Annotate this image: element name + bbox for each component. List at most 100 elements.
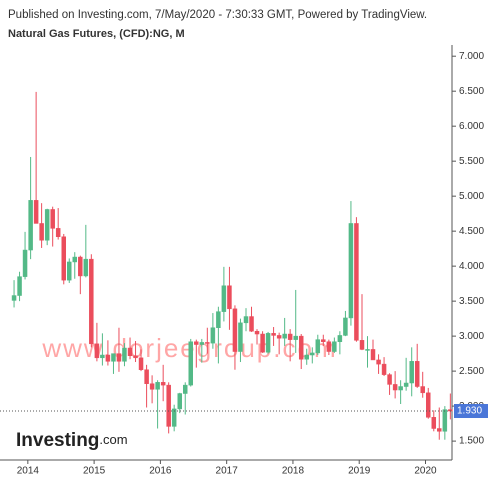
candle-body — [442, 409, 448, 432]
candle-body — [254, 330, 260, 335]
logo-name: Investing — [16, 430, 99, 451]
x-tick-label: 2018 — [282, 466, 305, 477]
candle-body — [403, 382, 409, 387]
candle-body — [238, 322, 243, 352]
chart-title: Natural Gas Futures, (CFD):NG, M — [8, 28, 185, 40]
candle-body — [298, 335, 304, 360]
candle-body — [437, 428, 442, 432]
candle-body — [205, 342, 210, 344]
candle-body — [50, 209, 55, 229]
candle-body — [89, 258, 94, 345]
candle-body — [83, 258, 89, 277]
y-tick-label: 6.500 — [459, 86, 484, 97]
candle-body — [17, 276, 22, 296]
y-tick-label: 6.000 — [459, 121, 484, 132]
last-price-box — [454, 404, 488, 419]
candle-body — [28, 200, 33, 251]
x-tick-label: 2019 — [348, 466, 371, 477]
y-tick-label: 3.000 — [459, 331, 484, 342]
candle-body — [72, 256, 78, 263]
candle-body — [171, 408, 177, 427]
candle-body — [100, 354, 105, 359]
candle-body — [144, 369, 149, 384]
candle-body — [67, 261, 72, 281]
candle-body — [194, 341, 199, 345]
candle-body — [282, 333, 287, 339]
candle-body — [188, 341, 193, 386]
candle-body — [33, 200, 39, 224]
last-price-label: 1.930 — [457, 406, 482, 417]
candle-body — [354, 223, 359, 341]
candle-body — [111, 353, 116, 362]
candle-body — [94, 343, 100, 359]
candle-body — [409, 361, 414, 384]
candle-body — [332, 341, 337, 352]
x-tick-label: 2016 — [149, 466, 172, 477]
y-tick-label: 7.000 — [459, 51, 484, 62]
candle-body — [227, 285, 232, 310]
candle-body — [310, 352, 315, 356]
candle-body — [304, 354, 309, 360]
candle-body — [133, 355, 138, 359]
candle-body — [182, 384, 188, 394]
x-tick-label: 2015 — [83, 466, 106, 477]
candle-body — [315, 339, 321, 354]
candle-body — [22, 249, 28, 277]
candle-body — [160, 382, 166, 386]
candle-body — [78, 256, 83, 277]
y-tick-label: 4.500 — [459, 226, 484, 237]
candle-body — [276, 335, 282, 339]
candle-body — [370, 349, 376, 361]
candle-body — [431, 417, 437, 429]
candle-body — [155, 382, 160, 390]
candle-body — [343, 317, 348, 336]
candle-body — [105, 354, 111, 362]
candle-body — [348, 223, 354, 319]
x-tick-label: 2017 — [216, 466, 239, 477]
candle-body — [426, 392, 431, 418]
candle-body — [365, 349, 370, 351]
x-tick-label: 2020 — [414, 466, 437, 477]
candle-body — [271, 333, 276, 336]
candle-body — [243, 316, 249, 324]
x-tick-label: 2014 — [17, 466, 40, 477]
y-tick-label: 1.500 — [459, 436, 484, 447]
candle-body — [414, 361, 420, 387]
candle-body — [293, 335, 298, 340]
candle-body — [11, 295, 17, 301]
candle-body — [321, 339, 326, 342]
candle-body — [232, 308, 238, 352]
header: Published on Investing.com, 7/May/2020 -… — [8, 9, 427, 21]
y-tick-label: 5.000 — [459, 191, 484, 202]
y-tick-label: 3.500 — [459, 296, 484, 307]
candle-body — [337, 335, 343, 342]
candle-body — [127, 347, 133, 356]
candle-body — [260, 333, 265, 353]
y-tick-label: 2.500 — [459, 366, 484, 377]
candle-body — [398, 386, 403, 391]
candle-body — [376, 359, 381, 365]
candle-body — [249, 316, 254, 332]
candle-body — [39, 223, 44, 241]
y-tick-label: 4.000 — [459, 261, 484, 272]
candle-body — [381, 363, 387, 375]
candle-body — [216, 311, 221, 328]
candle-body — [210, 327, 216, 344]
candle-body — [265, 333, 271, 353]
candle-body — [122, 347, 127, 362]
candle-body — [387, 374, 392, 385]
candle-body — [149, 383, 155, 390]
candle-body — [55, 228, 61, 238]
candle-body — [199, 342, 205, 345]
logo: Investing.com — [16, 430, 128, 451]
candle-body — [166, 384, 171, 427]
candle-body — [138, 357, 144, 370]
candle-body — [392, 384, 398, 391]
candle-body — [420, 386, 425, 394]
candle-body — [116, 353, 122, 362]
logo-suffix: .com — [99, 432, 127, 447]
candle-body — [177, 393, 182, 410]
candle-body — [221, 285, 227, 312]
